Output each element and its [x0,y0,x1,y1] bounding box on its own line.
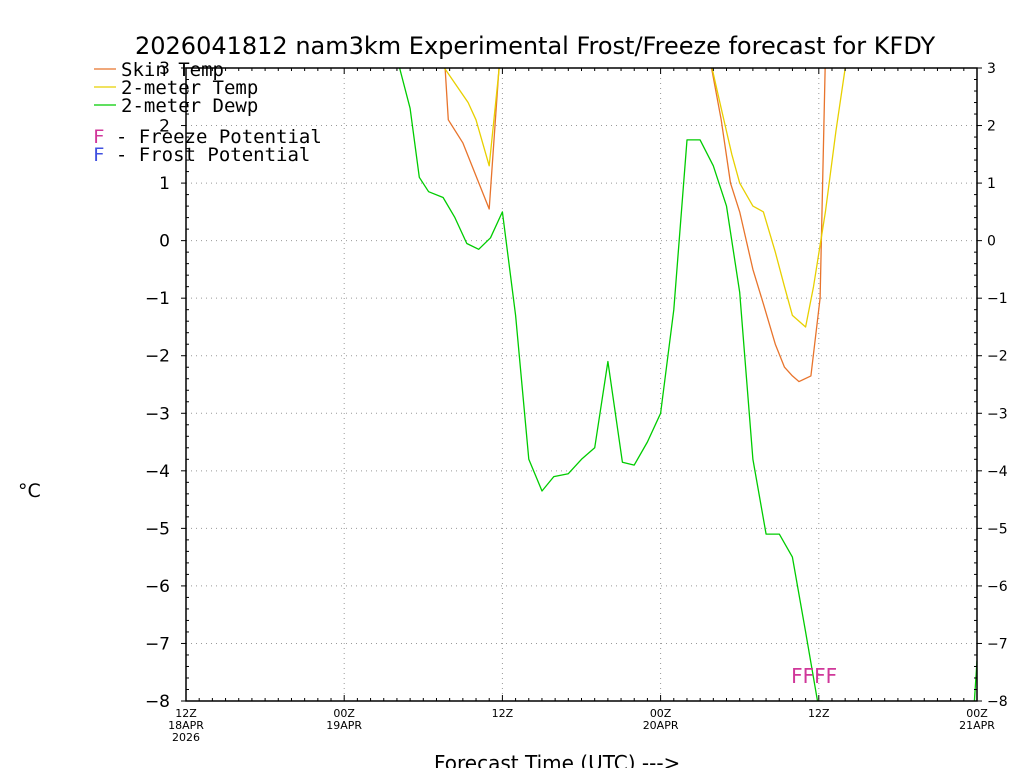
y-tick-label-right: −3 [987,406,1008,422]
y-tick-label-right: 1 [987,176,996,192]
series-line-skin [710,68,826,383]
y-tick-label: −2 [145,347,170,367]
potential-label-freeze: - Freeze Potential [104,126,321,148]
grid-lines [186,68,977,701]
y-tick-label: 2 [159,117,170,137]
x-tick-label: 12Z [808,707,830,720]
y-tick-label: −8 [145,692,170,712]
legend-label-dewp: 2-meter Dewp [121,95,258,117]
series-line-temp [711,68,846,328]
freeze-potential-flags: FFFF [791,664,837,688]
potential-letter-freeze: F [93,126,104,148]
y-tick-label: 3 [159,59,170,79]
x-tick-label: 12Z [492,707,514,720]
chart-title: 2026041812 nam3km Experimental Frost/Fre… [135,32,935,60]
y-tick-label-right: 3 [987,61,996,77]
series-group [398,68,977,701]
potential-label-frost: - Frost Potential [104,144,310,166]
y-tick-label-right: −8 [987,694,1008,710]
x-tick-label: 00Z [333,707,355,720]
y-tick-label: −6 [145,577,170,597]
x-tick-label: 19APR [326,719,362,732]
y-tick-label: −1 [145,289,170,309]
y-axis-left: 3 2 1 0 −1 −2 −3 −4 −5 −6 −7 −8 [145,59,189,712]
y-tick-label-right: −4 [987,464,1008,480]
series-line-skin [444,68,500,210]
x-axis-label: Forecast Time (UTC) ---> [434,751,680,768]
legend-label-temp: 2-meter Temp [121,77,258,99]
y-tick-label-right: 2 [987,119,996,135]
y-tick-label: 0 [159,232,170,252]
x-tick-label: 00Z [650,707,672,720]
y-tick-label: −3 [145,404,170,424]
potential-letter-frost: F [93,144,104,166]
y-tick-label-right: −2 [987,349,1008,365]
y-tick-label: 1 [159,174,170,194]
legend-label-skin: Skin Temp [121,59,224,81]
y-tick-label: −4 [145,462,170,482]
y-axis-right: 3 2 1 0 −1 −2 −3 −4 −5 −6 −7 −8 [974,61,1008,710]
series-line-temp [443,68,500,167]
x-tick-label: 20APR [643,719,679,732]
series-line-dewp [398,68,823,701]
x-tick-label: 21APR [959,719,995,732]
x-tick-label: 2026 [172,731,200,744]
y-tick-label: −5 [145,519,170,539]
potential-legend-freeze: F - Freeze Potential [93,126,322,148]
x-tick-label: 00Z [966,707,988,720]
y-tick-label-right: −5 [987,521,1008,537]
potential-legend-frost: F - Frost Potential [93,144,310,166]
y-tick-label-right: −1 [987,291,1008,307]
y-tick-label-right: −6 [987,579,1008,595]
y-axis-label: °C [18,480,41,502]
y-tick-label: −7 [145,634,170,654]
x-tick-label: 18APR [168,719,204,732]
y-tick-label-right: −7 [987,636,1008,652]
y-tick-label-right: 0 [987,234,996,250]
x-tick-label: 12Z [175,707,197,720]
